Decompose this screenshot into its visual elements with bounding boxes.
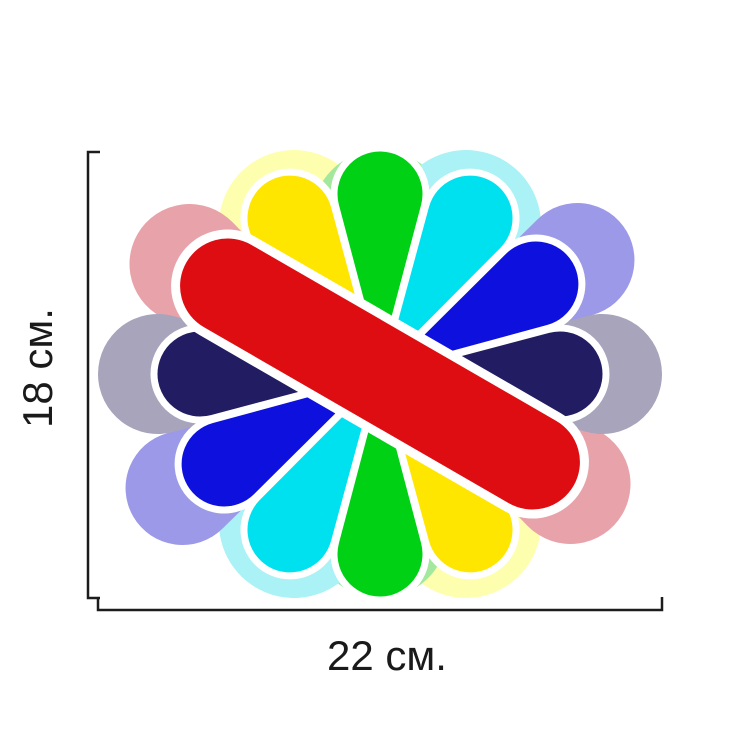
- height-dimension-label: 18 см.: [14, 308, 61, 428]
- front-petal-210: [240, 370, 384, 580]
- red-bar: [171, 229, 589, 519]
- front-petal-0: [330, 144, 430, 378]
- height-dimension-line: [86, 150, 100, 600]
- front-petal-30: [376, 168, 520, 378]
- front-petal-180: [330, 370, 430, 604]
- width-dimension-line: [96, 597, 664, 612]
- width-dimension-label: 22 см.: [327, 632, 447, 679]
